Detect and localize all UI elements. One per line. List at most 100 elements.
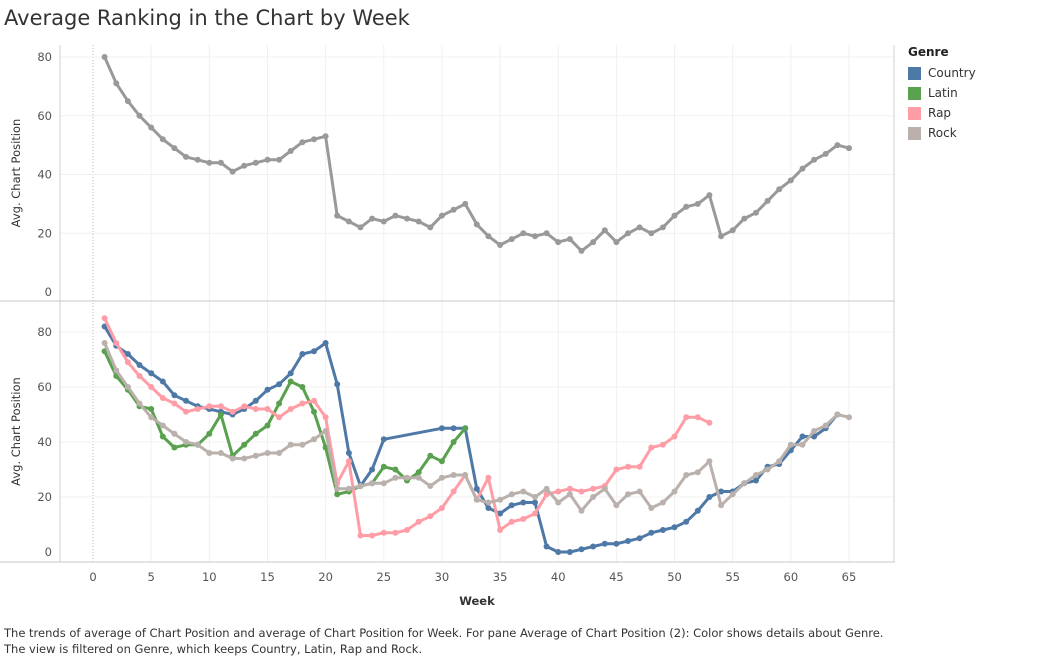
data-point[interactable] — [264, 406, 271, 412]
data-point[interactable] — [427, 224, 434, 231]
data-point[interactable] — [694, 414, 701, 421]
data-point[interactable] — [636, 463, 643, 470]
data-point[interactable] — [508, 491, 515, 498]
data-point[interactable] — [613, 540, 620, 547]
data-point[interactable] — [497, 242, 504, 248]
data-point[interactable] — [264, 422, 271, 429]
data-point[interactable] — [148, 414, 155, 421]
data-point[interactable] — [625, 230, 631, 237]
data-point[interactable] — [287, 148, 294, 154]
data-point[interactable] — [543, 485, 550, 492]
data-point[interactable] — [590, 239, 597, 246]
data-point[interactable] — [101, 323, 108, 330]
data-point[interactable] — [450, 472, 457, 478]
data-point[interactable] — [776, 186, 783, 193]
data-point[interactable] — [206, 430, 213, 437]
data-point[interactable] — [462, 472, 469, 478]
data-point[interactable] — [334, 491, 341, 498]
data-point[interactable] — [462, 425, 469, 432]
data-point[interactable] — [357, 483, 364, 489]
data-point[interactable] — [124, 359, 131, 366]
data-point[interactable] — [159, 395, 166, 401]
data-point[interactable] — [566, 549, 573, 555]
data-point[interactable] — [578, 488, 585, 495]
data-point[interactable] — [578, 546, 585, 553]
data-point[interactable] — [497, 510, 504, 517]
data-point[interactable] — [276, 156, 283, 163]
data-point[interactable] — [427, 483, 434, 489]
data-point[interactable] — [636, 535, 643, 542]
legend-item-country[interactable]: Country — [908, 63, 1038, 83]
legend-item-latin[interactable]: Latin — [908, 83, 1038, 103]
data-point[interactable] — [590, 543, 597, 550]
data-point[interactable] — [345, 218, 352, 225]
data-point[interactable] — [136, 362, 143, 368]
data-point[interactable] — [601, 540, 608, 547]
data-point[interactable] — [148, 124, 155, 131]
data-point[interactable] — [392, 466, 399, 473]
data-point[interactable] — [345, 485, 352, 492]
data-point[interactable] — [311, 348, 317, 355]
data-point[interactable] — [438, 458, 445, 465]
data-point[interactable] — [322, 428, 329, 434]
data-point[interactable] — [636, 488, 643, 495]
data-point[interactable] — [497, 527, 504, 533]
data-point[interactable] — [694, 200, 701, 207]
data-point[interactable] — [555, 239, 562, 246]
data-point[interactable] — [822, 422, 829, 429]
data-point[interactable] — [671, 488, 678, 495]
data-point[interactable] — [345, 458, 352, 465]
data-point[interactable] — [229, 455, 236, 462]
data-point[interactable] — [834, 142, 841, 149]
data-point[interactable] — [159, 136, 166, 143]
data-point[interactable] — [683, 518, 690, 525]
data-point[interactable] — [241, 162, 248, 169]
data-point[interactable] — [473, 496, 480, 503]
data-point[interactable] — [276, 381, 283, 388]
data-point[interactable] — [555, 499, 562, 506]
data-point[interactable] — [811, 156, 818, 163]
data-point[interactable] — [659, 499, 666, 506]
data-point[interactable] — [287, 378, 294, 385]
data-point[interactable] — [171, 145, 178, 152]
data-point[interactable] — [357, 224, 364, 231]
data-point[interactable] — [241, 441, 248, 448]
data-point[interactable] — [287, 441, 294, 448]
data-point[interactable] — [206, 450, 213, 456]
data-point[interactable] — [404, 474, 410, 481]
data-point[interactable] — [369, 215, 376, 222]
data-point[interactable] — [811, 428, 818, 434]
data-point[interactable] — [241, 455, 248, 462]
data-point[interactable] — [636, 224, 643, 231]
data-point[interactable] — [276, 450, 283, 456]
data-point[interactable] — [299, 441, 306, 448]
data-point[interactable] — [601, 485, 608, 492]
data-point[interactable] — [753, 477, 759, 484]
data-point[interactable] — [311, 136, 317, 143]
data-point[interactable] — [183, 439, 189, 445]
data-point[interactable] — [473, 485, 480, 492]
data-point[interactable] — [369, 480, 376, 487]
data-point[interactable] — [206, 159, 213, 166]
data-point[interactable] — [555, 488, 562, 495]
data-point[interactable] — [718, 502, 725, 509]
data-point[interactable] — [520, 499, 527, 506]
data-point[interactable] — [485, 505, 492, 511]
data-point[interactable] — [741, 480, 748, 487]
data-point[interactable] — [508, 236, 515, 243]
data-point[interactable] — [787, 441, 794, 448]
data-point[interactable] — [334, 381, 341, 388]
legend-item-rap[interactable]: Rap — [908, 103, 1038, 123]
data-point[interactable] — [846, 414, 852, 421]
data-point[interactable] — [287, 406, 294, 412]
data-point[interactable] — [438, 425, 445, 432]
data-point[interactable] — [252, 159, 259, 166]
data-point[interactable] — [659, 441, 666, 448]
data-point[interactable] — [671, 524, 678, 531]
data-point[interactable] — [450, 439, 457, 445]
data-point[interactable] — [136, 373, 143, 379]
data-point[interactable] — [264, 156, 271, 163]
data-point[interactable] — [834, 411, 841, 418]
data-point[interactable] — [148, 384, 155, 390]
data-point[interactable] — [846, 145, 852, 152]
